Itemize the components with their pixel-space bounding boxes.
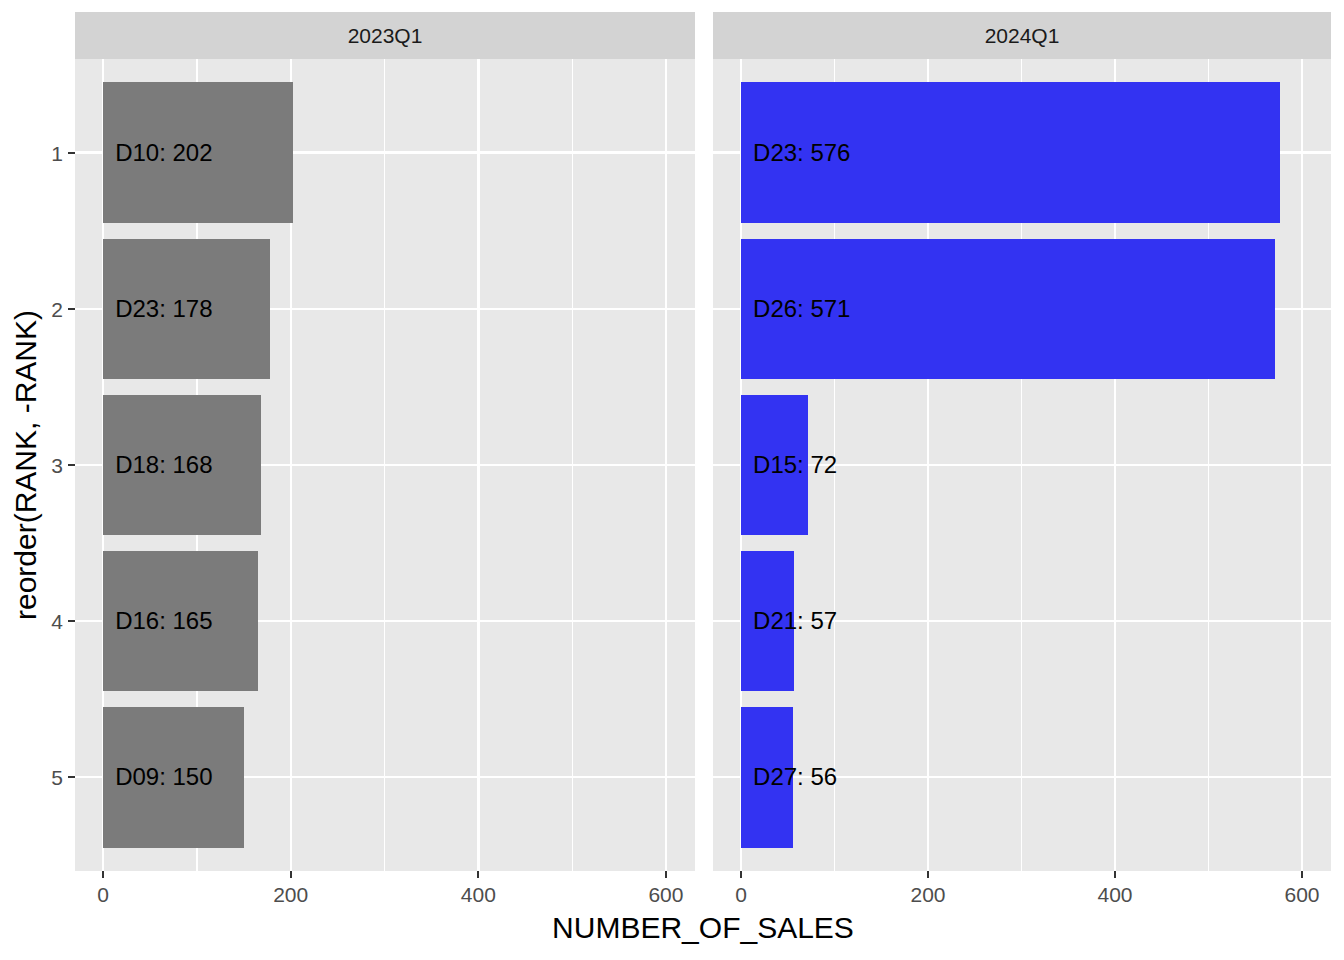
x-tick-mark xyxy=(740,871,742,878)
bar-label: D23: 576 xyxy=(753,141,850,165)
x-tick-label: 200 xyxy=(246,884,336,905)
y-tick-mark xyxy=(68,776,75,778)
x-tick-label: 0 xyxy=(58,884,148,905)
y-tick-mark xyxy=(68,308,75,310)
x-tick-label: 600 xyxy=(1257,884,1344,905)
bar-label: D09: 150 xyxy=(115,765,212,789)
x-tick-mark xyxy=(927,871,929,878)
x-tick-mark xyxy=(665,871,667,878)
faceted-bar-chart: NUMBER_OF_SALES reorder(RANK, -RANK) 202… xyxy=(0,0,1344,960)
y-tick-label: 2 xyxy=(18,298,63,319)
facet-strip: 2023Q1 xyxy=(75,12,695,59)
y-tick-label: 3 xyxy=(18,455,63,476)
x-tick-label: 200 xyxy=(883,884,973,905)
bar-label: D27: 56 xyxy=(753,765,837,789)
y-tick-mark xyxy=(68,620,75,622)
y-tick-mark xyxy=(68,464,75,466)
plot-panel: D23: 576 D26: 571 D15: 72 D21: 57 D27: 56 xyxy=(713,59,1331,871)
facet-strip-label: 2024Q1 xyxy=(985,25,1060,46)
x-tick-mark xyxy=(1301,871,1303,878)
x-tick-label: 0 xyxy=(696,884,786,905)
bar-label: D16: 165 xyxy=(115,609,212,633)
bar-label: D18: 168 xyxy=(115,453,212,477)
x-tick-label: 400 xyxy=(1070,884,1160,905)
x-tick-label: 400 xyxy=(433,884,523,905)
x-tick-mark xyxy=(102,871,104,878)
x-tick-mark xyxy=(1114,871,1116,878)
plot-panel: D10: 202 D23: 178 D18: 168 D16: 165 D09: 150 xyxy=(75,59,695,871)
x-tick-mark xyxy=(477,871,479,878)
y-tick-label: 5 xyxy=(18,767,63,788)
bar-label: D23: 178 xyxy=(115,297,212,321)
y-tick-label: 4 xyxy=(18,611,63,632)
x-tick-mark xyxy=(290,871,292,878)
bar-label: D15: 72 xyxy=(753,453,837,477)
bar-label: D26: 571 xyxy=(753,297,850,321)
y-tick-label: 1 xyxy=(18,142,63,163)
bar-label: D10: 202 xyxy=(115,141,212,165)
x-axis-title: NUMBER_OF_SALES xyxy=(403,913,1003,943)
facet-strip: 2024Q1 xyxy=(713,12,1331,59)
bar-label: D21: 57 xyxy=(753,609,837,633)
y-tick-mark xyxy=(68,152,75,154)
facet-strip-label: 2023Q1 xyxy=(348,25,423,46)
